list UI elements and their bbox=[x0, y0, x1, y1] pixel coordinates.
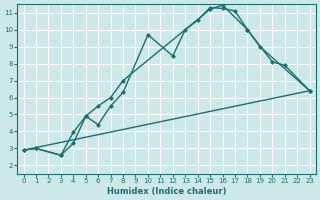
X-axis label: Humidex (Indice chaleur): Humidex (Indice chaleur) bbox=[107, 187, 226, 196]
